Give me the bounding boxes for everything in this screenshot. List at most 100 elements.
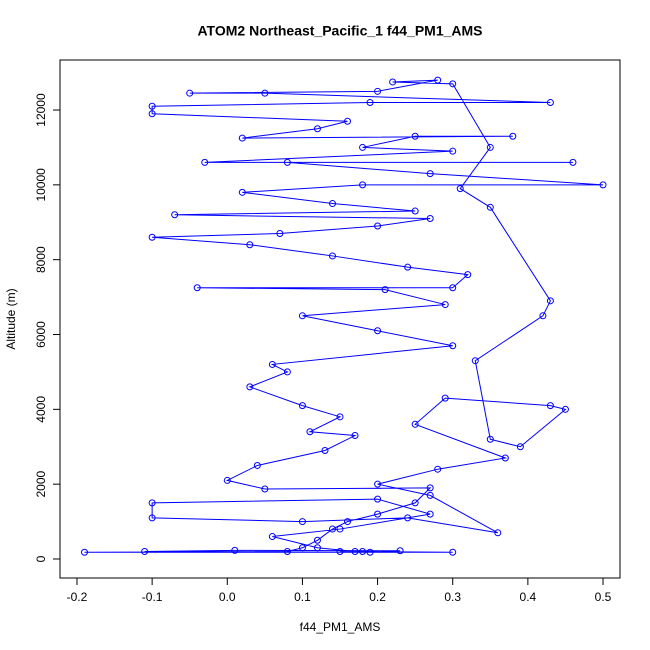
data-point <box>359 181 367 189</box>
y-tick-label: 4000 <box>34 396 48 423</box>
data-point <box>486 143 494 151</box>
data-point <box>449 548 457 556</box>
data-point <box>501 454 509 462</box>
data-point <box>599 181 607 189</box>
data-point <box>411 207 419 215</box>
data-point <box>298 312 306 320</box>
data-point <box>336 548 344 556</box>
x-tick-label: 0.0 <box>219 590 236 604</box>
data-point <box>374 87 382 95</box>
data-point <box>456 185 464 193</box>
y-axis-label: Altitude (m) <box>4 288 18 349</box>
x-tick-label: 0.1 <box>294 590 311 604</box>
data-point <box>411 420 419 428</box>
x-tick-label: 0.5 <box>595 590 612 604</box>
y-tick-label: 10000 <box>34 168 48 202</box>
data-point <box>148 514 156 522</box>
data-point <box>268 360 276 368</box>
x-tick-label: -0.1 <box>142 590 163 604</box>
data-point <box>336 413 344 421</box>
data-point <box>351 548 359 556</box>
data-point <box>449 80 457 88</box>
data-point <box>231 546 239 554</box>
data-point <box>366 99 374 107</box>
data-point <box>434 76 442 84</box>
y-tick-label: 8000 <box>34 246 48 273</box>
data-point <box>148 102 156 110</box>
data-line <box>84 79 604 553</box>
data-point <box>441 301 449 309</box>
data-point <box>509 132 517 140</box>
data-point <box>546 99 554 107</box>
data-point <box>261 485 269 493</box>
x-tick-label: 0.4 <box>520 590 537 604</box>
data-point <box>374 327 382 335</box>
data-point <box>186 89 194 97</box>
data-point <box>374 222 382 230</box>
data-point <box>426 170 434 178</box>
data-point <box>344 518 352 526</box>
data-point <box>569 158 577 166</box>
data-point <box>471 357 479 365</box>
data-point <box>374 480 382 488</box>
data-point <box>253 461 261 469</box>
data-point <box>193 284 201 292</box>
data-point <box>313 125 321 133</box>
data-point <box>426 215 434 223</box>
data-point <box>404 263 412 271</box>
data-point <box>411 132 419 140</box>
data-point <box>434 465 442 473</box>
data-point <box>328 200 336 208</box>
data-point <box>80 548 88 556</box>
data-point <box>328 252 336 260</box>
data-point <box>464 271 472 279</box>
data-point <box>494 529 502 537</box>
data-point <box>381 286 389 294</box>
data-point <box>539 312 547 320</box>
data-point <box>426 510 434 518</box>
data-point <box>396 547 404 555</box>
data-point <box>148 233 156 241</box>
data-point <box>201 158 209 166</box>
data-point <box>321 446 329 454</box>
data-point <box>516 443 524 451</box>
data-point <box>313 536 321 544</box>
data-point <box>328 525 336 533</box>
data-point <box>148 499 156 507</box>
y-tick-label: 6000 <box>34 321 48 348</box>
data-point <box>223 476 231 484</box>
data-point <box>246 241 254 249</box>
data-point <box>171 211 179 219</box>
data-point <box>238 134 246 142</box>
data-point <box>283 158 291 166</box>
data-point <box>359 548 367 556</box>
data-point <box>546 402 554 410</box>
data-point <box>449 284 457 292</box>
data-point <box>283 368 291 376</box>
x-tick-label: 0.2 <box>369 590 386 604</box>
plot-frame <box>59 59 621 579</box>
data-point <box>426 484 434 492</box>
x-tick-label: 0.3 <box>444 590 461 604</box>
data-point <box>246 383 254 391</box>
data-point <box>546 297 554 305</box>
data-point <box>404 514 412 522</box>
data-point <box>306 428 314 436</box>
data-point <box>449 147 457 155</box>
data-point <box>268 533 276 541</box>
data-point <box>426 491 434 499</box>
data-point <box>298 518 306 526</box>
x-axis-label: f44_PM1_AMS <box>300 620 381 634</box>
y-tick-label: 12000 <box>34 93 48 127</box>
data-point <box>374 495 382 503</box>
data-point <box>449 342 457 350</box>
data-point <box>359 143 367 151</box>
data-point <box>351 432 359 440</box>
data-point <box>276 229 284 237</box>
data-point <box>298 402 306 410</box>
data-point <box>486 435 494 443</box>
data-point <box>313 544 321 552</box>
data-point <box>389 78 397 86</box>
data-point <box>441 394 449 402</box>
